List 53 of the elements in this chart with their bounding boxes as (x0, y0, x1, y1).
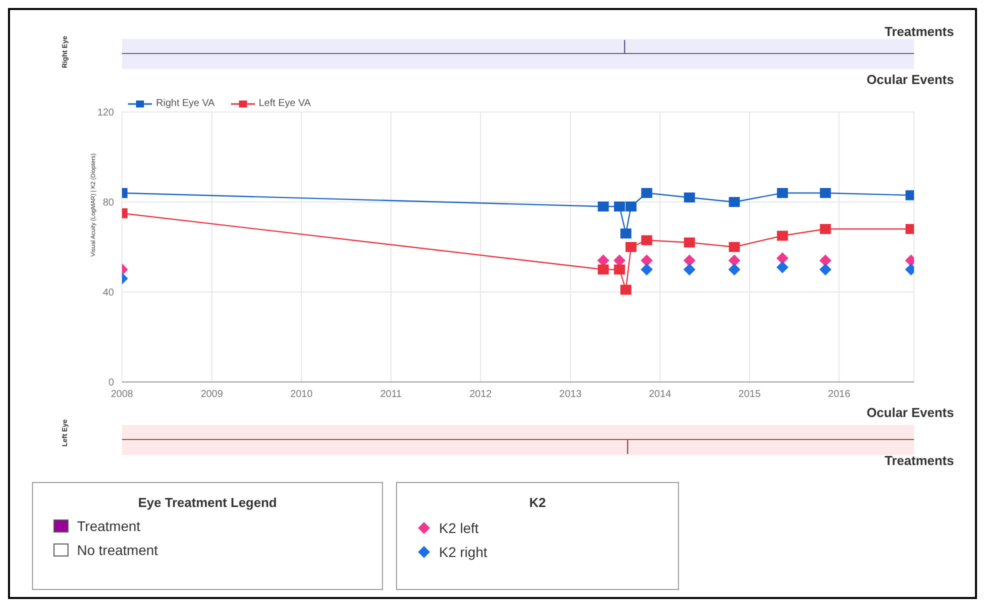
point (620, 284, 632, 295)
point (776, 188, 788, 198)
text: Treatments (884, 24, 954, 39)
text: Treatments (884, 453, 954, 468)
x-tick-label: 2008 (110, 389, 134, 400)
point (776, 230, 788, 241)
point (728, 254, 740, 266)
y-tick-label: 80 (102, 198, 114, 209)
x-tick-label: 2015 (738, 389, 762, 400)
x-tick-label: 2011 (380, 389, 402, 400)
point (598, 202, 609, 212)
point (641, 235, 652, 246)
x-tick-label: 2012 (469, 389, 492, 400)
x-tick-label: 2016 (828, 389, 851, 400)
legend-label: Left Eye VA (258, 98, 311, 109)
point (819, 254, 832, 266)
x-tick-label: 2014 (648, 389, 672, 400)
point (684, 192, 695, 202)
point (728, 197, 740, 207)
point (819, 264, 832, 276)
legend-label: K2 left (439, 520, 479, 536)
point (620, 228, 632, 238)
legend-label: Right Eye VA (156, 98, 215, 109)
point (641, 188, 652, 198)
legend-title: K2 (528, 495, 547, 510)
category-label: Treatment (77, 518, 140, 534)
point (626, 202, 637, 212)
x-tick-label: 2010 (290, 389, 313, 400)
x-tick-label: 2013 (559, 389, 582, 400)
point (614, 202, 625, 212)
point (776, 252, 788, 264)
point (728, 242, 740, 252)
point (820, 188, 831, 198)
y-tick-label: 120 (97, 108, 114, 119)
text: Ocular Events (866, 405, 954, 420)
point (684, 238, 695, 248)
point (683, 254, 696, 266)
point (640, 254, 653, 266)
point (776, 261, 788, 274)
point (683, 264, 696, 276)
point (640, 264, 653, 276)
y-tick-label: 0 (108, 378, 114, 389)
text: Eye Treatment Legend (137, 495, 278, 510)
point (728, 264, 740, 276)
point (614, 264, 625, 274)
point (598, 264, 609, 274)
point (820, 224, 831, 234)
point (626, 242, 637, 252)
y-tick-label: 40 (102, 288, 114, 299)
legend-label: K2 right (439, 544, 488, 560)
x-tick-label: 2009 (200, 389, 224, 400)
category-label: No treatment (77, 542, 158, 558)
text: Ocular Events (866, 72, 954, 87)
